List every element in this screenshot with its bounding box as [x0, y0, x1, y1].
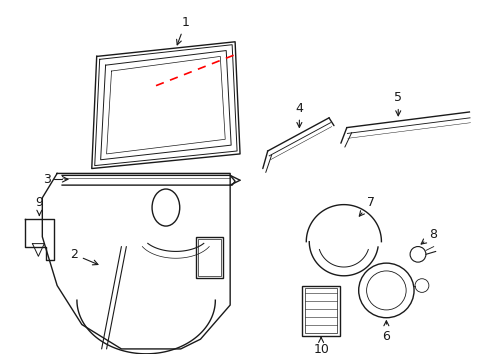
Bar [305, 288, 336, 333]
Text: 10: 10 [312, 337, 328, 356]
Text: 8: 8 [420, 228, 436, 244]
Text: 2: 2 [70, 248, 98, 265]
Bar [302, 285, 339, 336]
Text: 6: 6 [382, 321, 389, 343]
Text: 1: 1 [176, 16, 189, 45]
Text: 3: 3 [43, 173, 51, 186]
Bar [197, 239, 221, 276]
Text: 4: 4 [295, 102, 303, 127]
Text: 5: 5 [393, 91, 402, 116]
Bar [195, 237, 223, 278]
Text: 7: 7 [359, 196, 374, 216]
Text: 9: 9 [35, 196, 43, 215]
